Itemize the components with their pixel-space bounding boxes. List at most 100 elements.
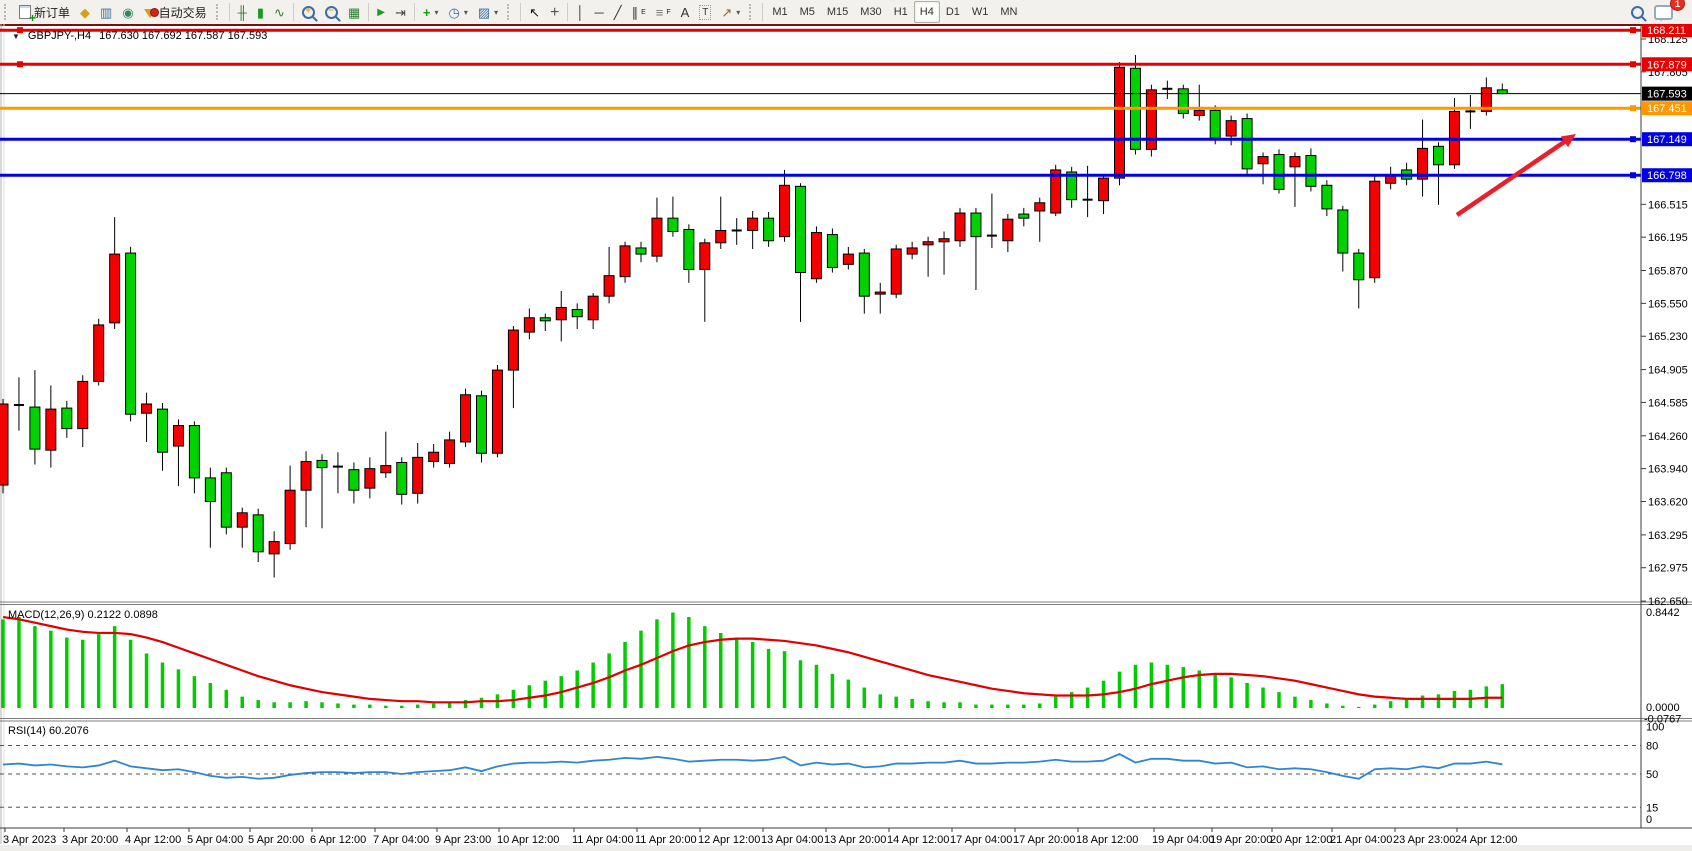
svg-text:80: 80	[1646, 741, 1658, 753]
channel-icon: ∥	[631, 4, 639, 20]
svg-text:RSI(14) 60.2076: RSI(14) 60.2076	[8, 725, 89, 737]
fibonacci-icon: ≡	[655, 4, 664, 20]
arrows-dropdown-icon: ▾	[736, 7, 741, 17]
zoom-in-icon: +	[301, 5, 315, 19]
auto-scroll-button[interactable]: ▶	[372, 1, 390, 23]
notifications-button[interactable]: 1	[1649, 0, 1685, 23]
svg-text:168.211: 168.211	[1647, 25, 1686, 37]
styler-button[interactable]: ◆	[75, 1, 95, 23]
svg-text:21 Apr 04:00: 21 Apr 04:00	[1330, 834, 1392, 846]
timeframe-h4[interactable]: H4	[913, 1, 940, 23]
signal-button[interactable]: ◉	[117, 1, 138, 23]
chart-shift-button[interactable]: ⇥	[390, 1, 411, 23]
indicators-dropdown-icon: ▾	[434, 7, 439, 17]
svg-text:12 Apr 12:00: 12 Apr 12:00	[698, 834, 760, 846]
timeframe-d1[interactable]: D1	[945, 6, 960, 18]
channel-button[interactable]: ∥ E	[627, 1, 651, 23]
svg-text:11 Apr 20:00: 11 Apr 20:00	[635, 834, 697, 846]
chart-title: ▼ GBPJPY-,H4 167.630 167.692 167.587 167…	[12, 30, 267, 42]
zoom-in-button[interactable]: +	[297, 1, 320, 23]
toolbar: 新订单 ◆ ▥ ◉ 自动交易 ╫ ▮ ∿ + − ▦ ▶ ⇥ + ▾ ◷	[0, 0, 1692, 25]
trendline-button[interactable]: ╱	[609, 1, 627, 23]
svg-text:24 Apr 12:00: 24 Apr 12:00	[1455, 834, 1517, 846]
chart-shift-icon: ⇥	[394, 4, 406, 20]
chart-context-dropdown-icon[interactable]: ▼	[12, 31, 20, 41]
templates-icon: ▨	[477, 4, 491, 20]
svg-text:5 Apr 20:00: 5 Apr 20:00	[248, 834, 304, 846]
svg-text:18 Apr 12:00: 18 Apr 12:00	[1076, 834, 1138, 846]
cursor-button[interactable]: ↖	[524, 1, 545, 23]
profile-button[interactable]: ▥	[95, 1, 117, 23]
label-tool-icon: T	[699, 4, 712, 20]
new-order-button[interactable]: 新订单	[14, 1, 75, 25]
indicators-button[interactable]: + ▾	[418, 1, 444, 23]
text-tool-button[interactable]: A	[676, 1, 695, 23]
svg-text:165.870: 165.870	[1648, 266, 1688, 278]
svg-text:167.451: 167.451	[1647, 103, 1687, 115]
timeframe-m15[interactable]: M15	[826, 6, 849, 18]
svg-text:13 Apr 20:00: 13 Apr 20:00	[824, 834, 886, 846]
svg-text:19 Apr 20:00: 19 Apr 20:00	[1210, 834, 1272, 846]
svg-text:9 Apr 23:00: 9 Apr 23:00	[435, 834, 491, 846]
time-axis[interactable]: 3 Apr 2023 3 Apr 20:00 4 Apr 12:00 5 Apr 04…	[0, 827, 1692, 846]
fibonacci-sub-label: F	[666, 8, 671, 16]
tile-windows-button[interactable]: ▦	[343, 1, 365, 23]
auto-trading-button[interactable]: 自动交易	[139, 1, 212, 23]
svg-text:17 Apr 04:00: 17 Apr 04:00	[950, 834, 1012, 846]
svg-text:165.230: 165.230	[1648, 331, 1688, 343]
horizontal-line-button[interactable]: ─	[590, 1, 609, 23]
crosshair-icon: +	[550, 3, 560, 21]
line-chart-icon: ∿	[274, 4, 285, 20]
svg-text:166.195: 166.195	[1648, 232, 1688, 244]
timeframe-m5[interactable]: M5	[799, 6, 815, 18]
cursor-icon: ↖	[529, 4, 541, 20]
svg-text:165.550: 165.550	[1648, 298, 1688, 310]
periods-button[interactable]: ◷ ▾	[443, 1, 472, 23]
svg-text:10 Apr 12:00: 10 Apr 12:00	[497, 834, 559, 846]
timeframe-m1[interactable]: M1	[772, 6, 788, 18]
svg-text:20 Apr 12:00: 20 Apr 12:00	[1270, 834, 1332, 846]
svg-text:166.798: 166.798	[1647, 170, 1687, 182]
templates-dropdown-icon: ▾	[494, 7, 499, 17]
crosshair-button[interactable]: +	[545, 1, 564, 23]
search-button[interactable]	[1626, 1, 1649, 23]
templates-button[interactable]: ▨ ▾	[473, 1, 503, 23]
macd-pane: MACD(12,26,9) 0.2122 0.0898	[1, 609, 1505, 708]
bar-chart-button[interactable]: ╫	[233, 1, 252, 23]
toolbar-grip	[4, 4, 11, 20]
svg-text:167.593: 167.593	[1647, 89, 1687, 101]
indicators-icon: +	[422, 4, 431, 20]
svg-text:162.975: 162.975	[1648, 563, 1688, 575]
styler-icon: ◆	[80, 4, 91, 20]
svg-text:23 Apr 23:00: 23 Apr 23:00	[1393, 834, 1455, 846]
periods-dropdown-icon: ▾	[463, 7, 468, 17]
svg-text:166.515: 166.515	[1648, 199, 1688, 211]
chart-canvas[interactable]: MACD(12,26,9) 0.2122 0.0898 RSI(14) 60.20…	[0, 24, 1692, 851]
arrows-tool-button[interactable]: ↗ ▾	[716, 1, 745, 23]
line-chart-button[interactable]: ∿	[269, 1, 290, 23]
zoom-out-button[interactable]: −	[320, 1, 343, 23]
timeframe-w1[interactable]: W1	[971, 6, 989, 18]
horizontal-lines	[0, 27, 1641, 179]
svg-text:-0.0767: -0.0767	[1644, 714, 1681, 726]
label-tool-button[interactable]: T	[694, 1, 716, 23]
candlestick-chart-button[interactable]: ▮	[252, 1, 269, 23]
timeframe-mn[interactable]: MN	[1000, 6, 1018, 18]
arrows-tool-icon: ↗	[721, 4, 733, 20]
svg-text:167.879: 167.879	[1647, 59, 1687, 71]
fibonacci-button[interactable]: ≡ F	[651, 1, 676, 23]
svg-text:163.620: 163.620	[1648, 497, 1688, 509]
vertical-line-button[interactable]: │	[571, 1, 589, 23]
chart-symbol-period: GBPJPY-,H4	[27, 30, 92, 42]
channel-sub-label: E	[641, 8, 646, 16]
svg-text:0: 0	[1646, 814, 1652, 826]
text-tool-icon: A	[680, 4, 690, 20]
timeframe-h1[interactable]: H1	[893, 6, 908, 18]
svg-text:167.149: 167.149	[1647, 134, 1687, 146]
svg-text:15: 15	[1646, 802, 1658, 814]
timeframe-m30[interactable]: M30	[860, 6, 882, 18]
price-axis[interactable]: 168.125167.805166.515166.195165.870165.5…	[1640, 24, 1692, 828]
svg-text:6 Apr 12:00: 6 Apr 12:00	[310, 834, 366, 846]
trend-arrow-annotation[interactable]	[1455, 134, 1576, 217]
auto-trading-label: 自动交易	[158, 5, 207, 20]
